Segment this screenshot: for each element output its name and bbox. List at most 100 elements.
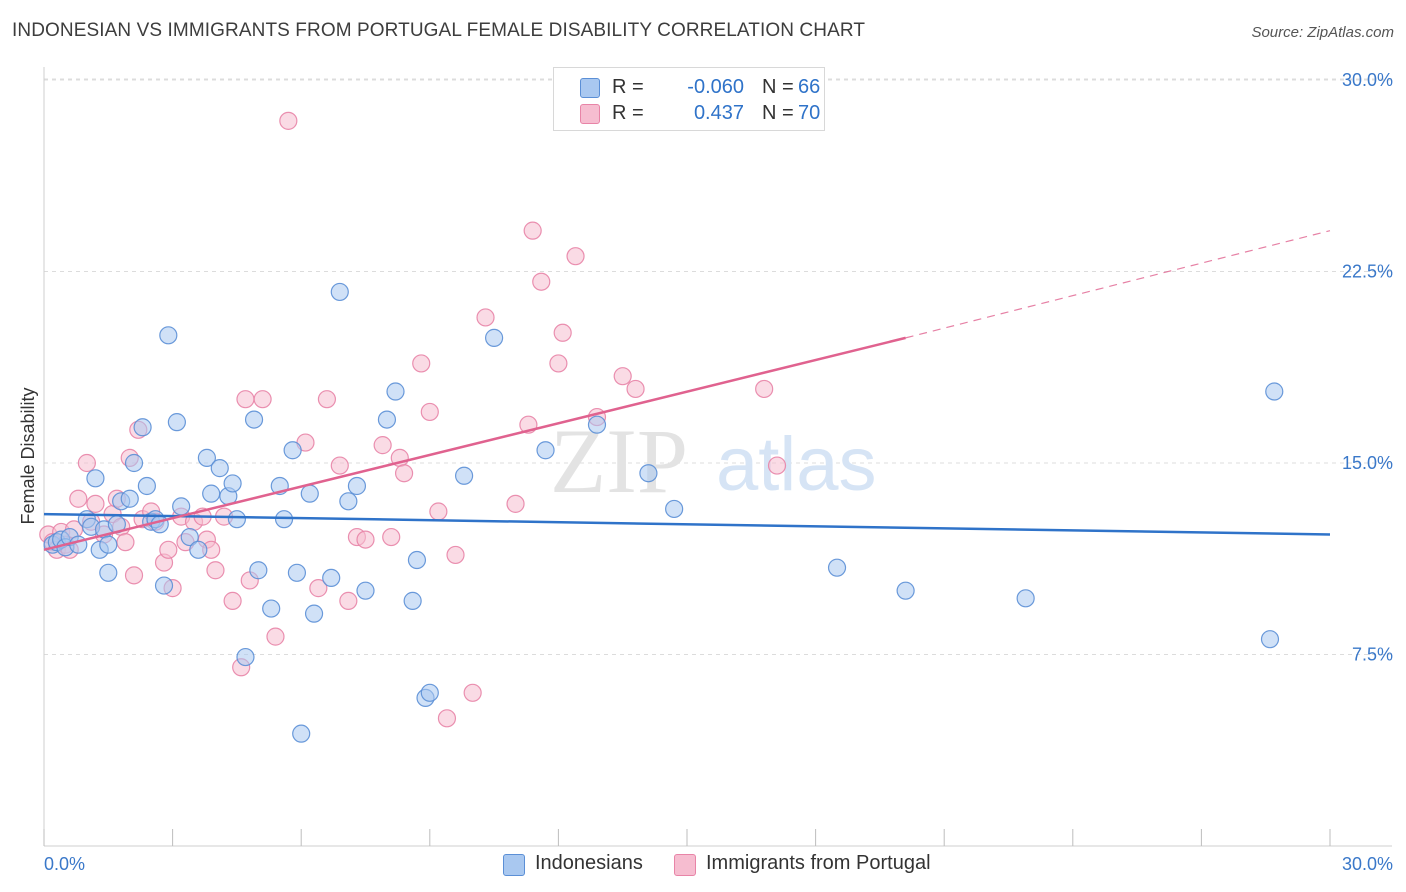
n-value: 70: [798, 102, 821, 124]
chart-title: INDONESIAN VS IMMIGRANTS FROM PORTUGAL F…: [12, 20, 866, 41]
portugal-point: [279, 111, 298, 130]
x-tick-label: 30.0%: [1342, 854, 1393, 874]
indonesians-point: [304, 604, 324, 623]
n-label: N =: [762, 102, 794, 124]
indonesians-point: [322, 568, 341, 588]
portugal-point: [373, 436, 392, 455]
indonesians-point: [172, 497, 191, 516]
portugal-point: [767, 456, 787, 475]
portugal-point: [553, 323, 572, 342]
portugal-point: [429, 502, 448, 521]
portugal-point: [476, 308, 495, 327]
legend-label: Indonesians: [535, 852, 643, 874]
y-tick-label: 15.0%: [1342, 453, 1393, 473]
indonesians-legend-swatch: [503, 854, 525, 876]
portugal-point: [86, 494, 105, 513]
portugal-point: [382, 527, 401, 547]
indonesians-point: [330, 282, 349, 302]
portugal-trend-extension: [905, 230, 1331, 339]
portugal-point: [532, 272, 551, 291]
portugal-point: [77, 453, 96, 473]
x-tick-label: 0.0%: [44, 854, 85, 874]
indonesians-point: [210, 459, 229, 478]
portugal-point: [755, 379, 774, 399]
portugal-point: [523, 221, 542, 240]
indonesians-point: [386, 382, 405, 401]
trend-lines: [43, 230, 1331, 552]
indonesians-point: [124, 453, 144, 473]
watermark-atlas: atlas: [716, 422, 877, 507]
indonesians-point: [154, 576, 174, 595]
indonesians-point: [1016, 589, 1035, 608]
r-value: 0.437: [693, 102, 744, 124]
r-label: R =: [612, 76, 644, 98]
portugal-point: [266, 627, 285, 646]
portugal-point: [317, 390, 337, 409]
indonesians-point: [249, 561, 268, 580]
n-value: 66: [798, 76, 821, 98]
indonesians-point: [167, 413, 186, 432]
portugal-point: [223, 591, 242, 610]
portugal-point: [626, 379, 645, 399]
portugal-point: [330, 456, 349, 475]
portugal-point: [236, 390, 255, 409]
indonesians-point: [287, 563, 307, 582]
portugal-trend-line: [43, 336, 906, 552]
portugal-point: [394, 464, 414, 483]
indonesians-point: [236, 647, 255, 667]
portugal-point: [116, 533, 135, 552]
portugal-point: [159, 540, 178, 559]
indonesians-point: [197, 448, 216, 467]
axes: [43, 67, 1392, 847]
indonesians-trend-line: [43, 512, 1331, 536]
portugal-point: [412, 354, 431, 373]
indonesians-point: [639, 464, 658, 483]
y-axis-label: Female Disability: [18, 387, 38, 524]
indonesians-point: [1265, 382, 1284, 401]
indonesians-point: [133, 418, 152, 437]
indonesians-point: [227, 510, 246, 529]
portugal-point: [339, 591, 358, 610]
indonesians-point: [454, 466, 474, 485]
portugal-point: [566, 247, 585, 266]
r-label: R =: [612, 102, 644, 124]
stats-legend: R = -0.060 N = 66 R = 0.437 N = 70: [553, 67, 825, 131]
source-credit: Source: ZipAtlas.com: [1251, 24, 1394, 41]
indonesians-point: [137, 476, 156, 496]
portugal-point: [124, 566, 144, 585]
indonesians-point: [262, 599, 281, 618]
portugal-legend-swatch: [674, 854, 696, 876]
portugal-swatch: [580, 104, 600, 124]
indonesians-point: [180, 527, 199, 547]
r-value: -0.060: [687, 76, 744, 98]
indonesians-point: [347, 476, 367, 496]
indonesians-point: [86, 469, 105, 488]
indonesians-point: [407, 550, 427, 570]
indonesians-point: [827, 558, 847, 577]
portugal-point: [206, 561, 225, 580]
indonesians-swatch: [580, 78, 600, 98]
indonesians-point: [339, 492, 358, 511]
portugal-point: [613, 367, 632, 386]
indonesians-point: [896, 581, 915, 600]
indonesians-point: [189, 540, 208, 559]
y-tick-label: 7.5%: [1352, 645, 1393, 665]
indonesians-point: [1260, 630, 1280, 649]
indonesians-point: [665, 499, 684, 519]
indonesians-point: [99, 563, 118, 582]
indonesians-point: [420, 683, 439, 702]
indonesians-point: [300, 484, 319, 503]
y-tick-label: 30.0%: [1342, 70, 1393, 90]
indonesians-point: [485, 328, 504, 347]
portugal-point: [69, 489, 88, 508]
portugal-point: [446, 545, 465, 565]
indonesians-point: [159, 326, 178, 345]
portugal-point: [309, 579, 328, 598]
indonesians-point: [292, 724, 311, 743]
watermark: ZIP atlas: [550, 410, 877, 512]
grid-lines: [44, 78, 1392, 655]
watermark-zip: ZIP: [550, 410, 688, 512]
n-label: N =: [762, 76, 794, 98]
indonesians-point: [202, 484, 221, 503]
